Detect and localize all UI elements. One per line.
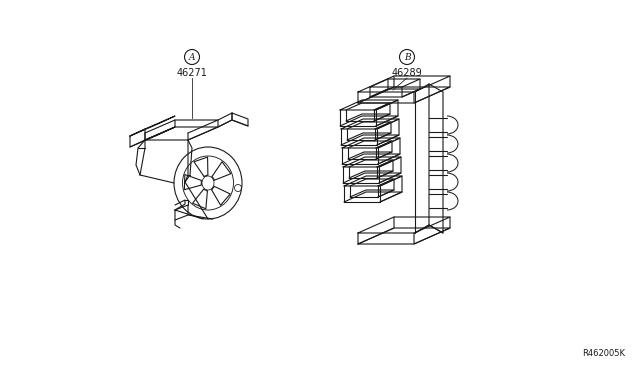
Text: R462005K: R462005K xyxy=(582,349,625,358)
Text: A: A xyxy=(189,52,195,61)
Text: 46271: 46271 xyxy=(177,68,207,78)
Text: 46289: 46289 xyxy=(392,68,422,78)
Text: B: B xyxy=(404,52,410,61)
